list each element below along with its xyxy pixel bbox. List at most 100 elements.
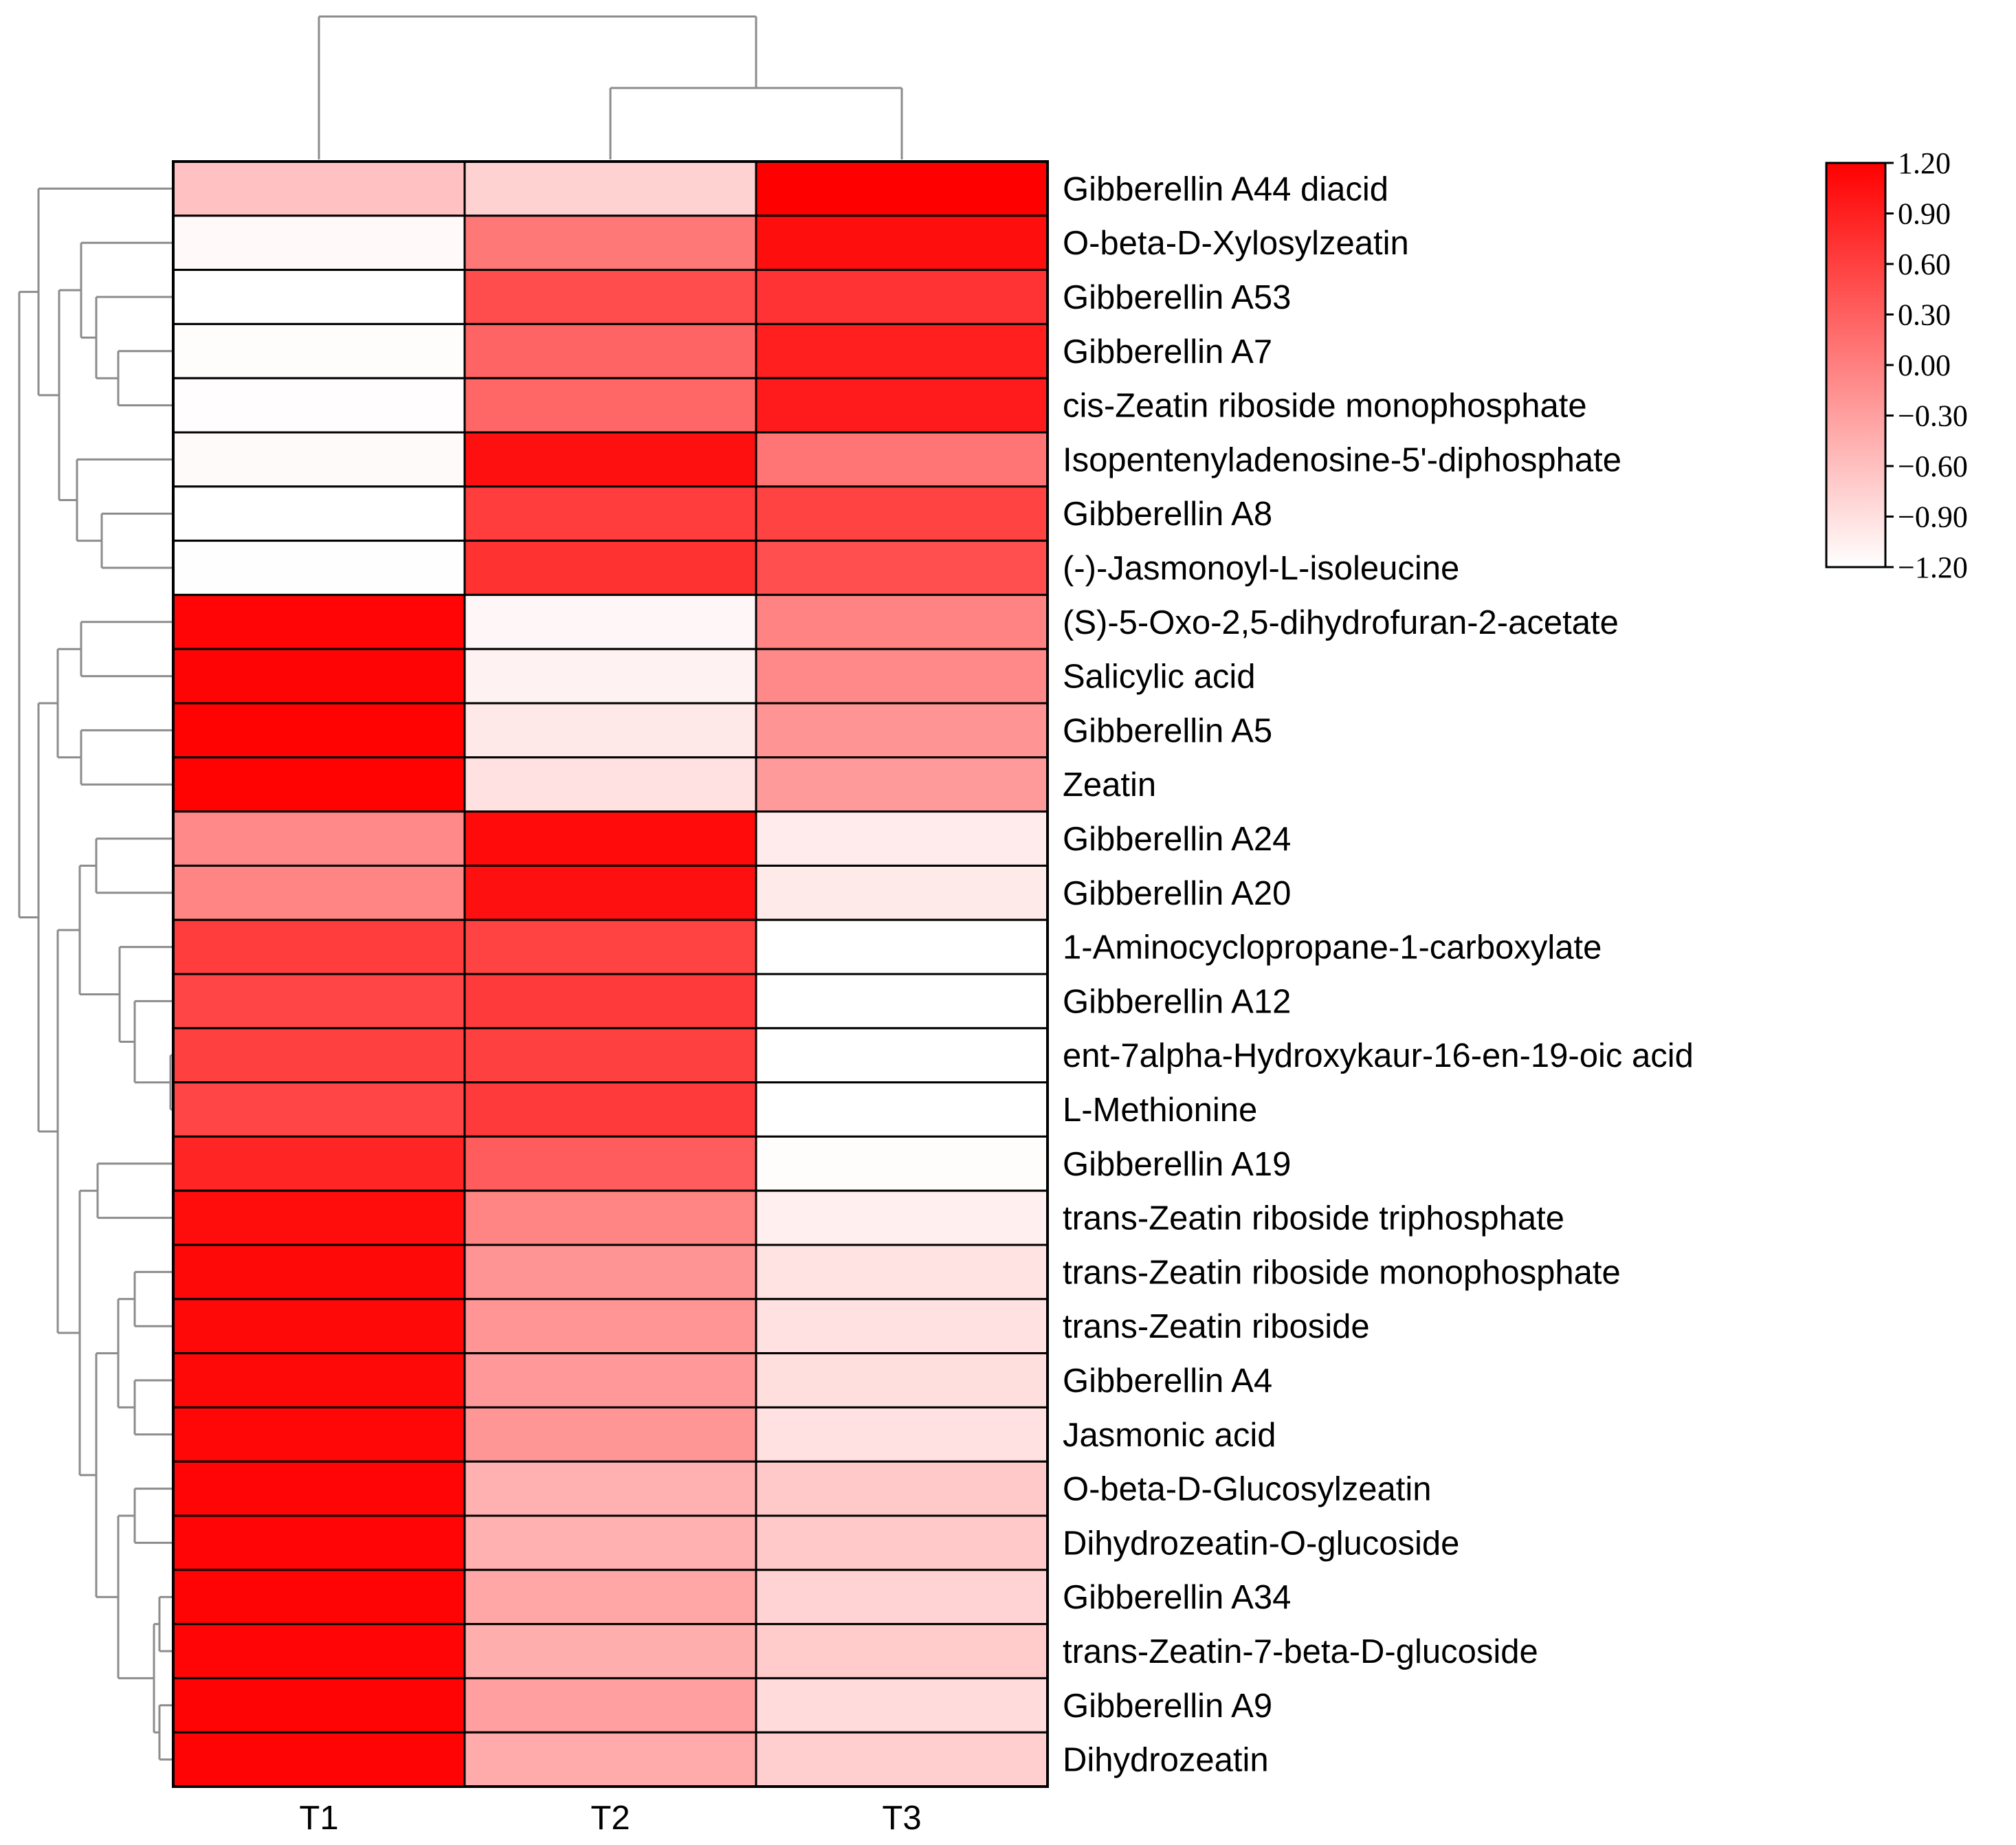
heatmap-cell xyxy=(172,973,466,1030)
colorbar-tick-label: −1.20 xyxy=(1898,551,1968,584)
row-label: Gibberellin A8 xyxy=(1063,496,1272,533)
heatmap-cell xyxy=(755,1027,1049,1084)
heatmap-cell xyxy=(755,431,1049,488)
heatmap-cell xyxy=(172,1081,466,1138)
heatmap-cell xyxy=(172,1514,466,1571)
row-labels: Gibberellin A44 diacid O-beta-D-Xylosylze… xyxy=(1063,170,1694,1778)
color-scale-legend: 1.20 0.90 0.60 0.30 0.00 −0.30 −0.60 −0.90 −1.20 xyxy=(1825,146,1968,584)
heatmap-cell xyxy=(463,1027,757,1084)
row-label: Gibberellin A34 xyxy=(1063,1579,1291,1616)
heatmap-cell xyxy=(172,1135,466,1192)
heatmap-cell xyxy=(755,756,1049,813)
heatmap-cell xyxy=(755,973,1049,1030)
heatmap-cell xyxy=(172,1460,466,1517)
heatmap-cell xyxy=(755,593,1049,650)
heatmap-cell xyxy=(755,214,1049,272)
heatmap-cell xyxy=(463,648,757,705)
heatmap-cell xyxy=(463,1569,757,1626)
heatmap-cell xyxy=(755,648,1049,705)
heatmap-cell xyxy=(172,702,466,759)
heatmap-cell xyxy=(463,160,757,217)
heatmap-cell xyxy=(755,160,1049,217)
heatmap-cell xyxy=(463,864,757,921)
row-label: Gibberellin A12 xyxy=(1063,983,1291,1020)
colorbar-tick-label: −0.60 xyxy=(1898,450,1968,483)
heatmap-cell xyxy=(755,322,1049,379)
heatmap-cell xyxy=(172,322,466,379)
heatmap-cell xyxy=(463,1081,757,1138)
heatmap-cell xyxy=(172,1677,466,1734)
heatmap-border xyxy=(172,160,1049,1788)
heatmap-cell xyxy=(755,1460,1049,1517)
row-label: Zeatin xyxy=(1063,766,1156,804)
heatmap-cell xyxy=(172,377,466,434)
row-label: O-beta-D-Xylosylzeatin xyxy=(1063,225,1409,262)
row-label: ent-7alpha-Hydroxykaur-16-en-19-oic acid xyxy=(1063,1037,1694,1074)
heatmap-cell xyxy=(463,918,757,975)
heatmap-cell xyxy=(755,918,1049,975)
colorbar-tick-label: 0.00 xyxy=(1898,349,1951,382)
heatmap-cell xyxy=(755,1352,1049,1408)
heatmap-cell xyxy=(755,1081,1049,1138)
heatmap-cell xyxy=(755,1514,1049,1571)
heatmap-cell xyxy=(172,540,466,596)
heatmap-cell xyxy=(172,648,466,705)
row-label: L-Methionine xyxy=(1063,1092,1257,1129)
heatmap-cell xyxy=(463,1135,757,1192)
heatmap-cell xyxy=(463,756,757,813)
heatmap-cell xyxy=(463,1189,757,1246)
heatmap-cell xyxy=(172,810,466,867)
heatmap-cell xyxy=(755,1406,1049,1463)
heatmap-cell xyxy=(172,160,466,217)
heatmap-cell xyxy=(755,864,1049,921)
heatmap-cell xyxy=(172,485,466,542)
row-label: Gibberellin A20 xyxy=(1063,875,1291,912)
heatmap-cell xyxy=(463,1352,757,1408)
row-label: trans-Zeatin-7-beta-D-glucoside xyxy=(1063,1633,1538,1670)
heatmap-cell xyxy=(172,1244,466,1301)
row-label: Gibberellin A44 diacid xyxy=(1063,170,1388,208)
heatmap-cell xyxy=(463,214,757,272)
heatmap-cell xyxy=(172,1189,466,1246)
heatmap-cell xyxy=(755,1569,1049,1626)
colorbar-tick-label: 0.90 xyxy=(1898,197,1951,231)
heatmap-cell xyxy=(755,1731,1049,1788)
heatmap-cell xyxy=(755,810,1049,867)
colorbar-tick-label: −0.90 xyxy=(1898,500,1968,534)
row-label: Gibberellin A5 xyxy=(1063,712,1272,749)
row-label: Gibberellin A24 xyxy=(1063,821,1291,858)
row-label: 1-Aminocyclopropane-1-carboxylate xyxy=(1063,929,1602,966)
heatmap-cell xyxy=(755,702,1049,759)
heatmap-cell xyxy=(755,1244,1049,1301)
heatmap-cell xyxy=(172,1569,466,1626)
heatmap-cell xyxy=(172,214,466,272)
heatmap-cell xyxy=(755,485,1049,542)
row-label: Gibberellin A9 xyxy=(1063,1688,1272,1725)
heatmap-cell xyxy=(463,810,757,867)
row-label: trans-Zeatin riboside monophosphate xyxy=(1063,1254,1621,1291)
row-label: trans-Zeatin riboside xyxy=(1063,1308,1370,1345)
heatmap-cell xyxy=(172,1623,466,1679)
heatmap-cell xyxy=(463,1677,757,1734)
row-label: Gibberellin A7 xyxy=(1063,333,1272,371)
heatmap-cell xyxy=(755,1623,1049,1679)
heatmap-cell xyxy=(172,1406,466,1463)
heatmap-cell xyxy=(463,1623,757,1679)
heatmap-cell xyxy=(463,431,757,488)
colorbar-tick-label: −0.30 xyxy=(1898,399,1968,433)
row-label: Dihydrozeatin-O-glucoside xyxy=(1063,1525,1459,1562)
row-label: Isopentenyladenosine-5'-diphosphate xyxy=(1063,441,1621,478)
row-label: Dihydrozeatin xyxy=(1063,1742,1269,1779)
heatmap-cell xyxy=(463,593,757,650)
row-dendrogram xyxy=(18,187,173,1761)
colorbar-tick-label: 0.30 xyxy=(1898,298,1951,332)
row-label: O-beta-D-Glucosylzeatin xyxy=(1063,1471,1431,1508)
heatmap-cell xyxy=(172,593,466,650)
heatmap-cell xyxy=(463,540,757,596)
heatmap-cell xyxy=(172,756,466,813)
heatmap-cell xyxy=(172,269,466,325)
heatmap-cell xyxy=(463,1731,757,1788)
heatmap-cell xyxy=(463,1298,757,1355)
heatmap-cell xyxy=(755,377,1049,434)
